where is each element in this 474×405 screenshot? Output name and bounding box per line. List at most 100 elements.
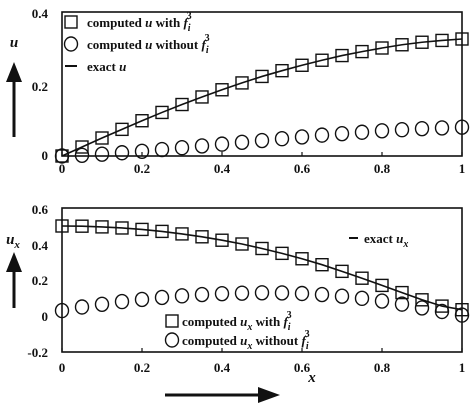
circle-marker	[334, 288, 350, 304]
square-marker	[275, 246, 289, 261]
legend-entry-2-var-sub: x	[246, 322, 252, 333]
x-tick-label: 0.6	[294, 161, 311, 176]
circle-marker	[74, 299, 90, 315]
square-marker	[355, 271, 369, 285]
y-axis-label: u	[10, 35, 18, 51]
legend-entry-2-var: u	[145, 37, 152, 52]
x-tick-label: 0.2	[134, 161, 150, 176]
square-marker	[335, 48, 349, 63]
square-marker	[155, 105, 169, 120]
circle-marker	[54, 302, 70, 319]
legend-square-key	[64, 15, 78, 29]
legend-entry-2-f-sub: i	[206, 45, 209, 56]
x-tick-label: 0.2	[134, 360, 150, 375]
y-tick-label: 0.2	[32, 273, 48, 288]
legend-entry-1-var: u	[145, 15, 152, 30]
legend-entry-1-var: u	[396, 231, 403, 246]
x-tick-label: 0	[59, 360, 66, 375]
legend-entry-1-f-sup: 3	[187, 11, 192, 22]
y-axis-arrow-head	[6, 62, 22, 82]
square-marker	[315, 53, 329, 67]
x-tick-label: 0.4	[214, 360, 231, 375]
circle-marker	[274, 285, 290, 301]
legend-entry-3-f-sup: 3	[305, 329, 310, 340]
circle-marker	[314, 127, 330, 143]
plot-frame	[61, 207, 463, 353]
legend-entry-1-var-sub: x	[402, 239, 408, 250]
y-tick-label: 0	[42, 148, 49, 163]
exact-solution-line	[61, 225, 463, 311]
square-marker	[295, 252, 309, 266]
legend-entry-1-f: f	[183, 15, 189, 30]
x-tick-label: 0	[59, 161, 66, 176]
legend-entry-1: exact ux	[364, 231, 408, 250]
square-marker	[315, 258, 329, 272]
circle-marker	[354, 124, 370, 140]
circle-marker	[434, 120, 450, 136]
legend-entry-3-word: computed	[182, 333, 240, 348]
legend-entry-2-f: f	[202, 37, 208, 52]
square-marker	[75, 140, 89, 154]
circle-marker	[254, 132, 270, 149]
circle-marker	[374, 123, 390, 139]
legend-entry-2-word2: with	[252, 314, 283, 329]
square-marker	[375, 41, 389, 55]
y-tick-label: 0.6	[32, 202, 49, 217]
x-tick-label: 0.8	[374, 161, 391, 176]
square-marker	[275, 63, 289, 78]
square-marker	[415, 293, 429, 307]
circle-marker	[174, 288, 190, 304]
y-tick-label: 0.2	[32, 79, 48, 94]
y-tick-label: 0.4	[32, 238, 49, 253]
legend-entry-3-f: f	[302, 333, 308, 348]
circle-marker	[74, 147, 90, 163]
y-tick-label: 0	[42, 309, 49, 324]
circle-marker	[94, 146, 110, 162]
x-tick-label: 0.6	[294, 360, 311, 375]
circle-marker	[354, 290, 370, 307]
circle-marker	[434, 303, 450, 320]
square-marker	[175, 97, 189, 112]
circle-marker	[234, 134, 250, 151]
legend-entry-3: computed ux without fi3	[182, 329, 310, 352]
circle-marker	[134, 291, 150, 308]
square-marker	[455, 303, 469, 317]
legend-entry-3: exact u	[87, 59, 126, 74]
square-marker	[335, 264, 349, 279]
square-marker	[195, 230, 209, 244]
square-marker	[95, 131, 109, 145]
circle-marker	[94, 296, 110, 312]
legend-entry-3-f-sub: i	[306, 341, 309, 352]
legend-entry-3-word: exact	[87, 59, 119, 74]
circle-marker	[314, 286, 330, 303]
circle-marker	[214, 285, 230, 302]
legend-entry-2-word2: without	[152, 37, 201, 52]
exact-solution-line	[61, 38, 463, 157]
x-tick-label: 1	[459, 360, 466, 375]
square-marker	[255, 241, 269, 256]
x-axis-arrow-head	[258, 387, 280, 403]
y-tick-label: 0.4	[32, 6, 49, 21]
x-tick-label: 0.8	[374, 360, 391, 375]
y-axis-arrow-head	[6, 252, 22, 272]
x-tick-label: 0.4	[214, 161, 231, 176]
circle-marker	[154, 289, 170, 306]
y-axis-label: ux	[6, 232, 20, 251]
legend-entry-2-f-sup: 3	[287, 310, 292, 321]
legend-entry-2: computed u without fi3	[87, 33, 210, 56]
plot-frame	[61, 11, 463, 157]
circle-marker	[174, 140, 190, 156]
legend-entry-1-word: exact	[364, 231, 396, 246]
circle-marker	[414, 300, 430, 316]
circle-marker	[134, 143, 150, 160]
square-marker	[215, 83, 229, 97]
square-marker	[115, 122, 129, 137]
legend-entry-2-f-sub: i	[288, 322, 291, 333]
circle-marker	[114, 145, 130, 161]
circle-marker	[154, 141, 170, 158]
square-marker	[395, 285, 409, 300]
circle-marker	[294, 129, 310, 145]
square-marker	[215, 233, 229, 247]
square-marker	[135, 114, 149, 128]
legend-circle-key	[63, 36, 79, 52]
